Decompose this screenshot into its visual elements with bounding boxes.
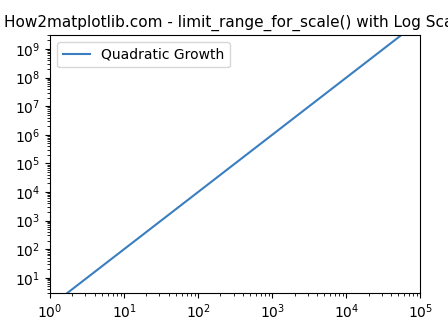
Quadratic Growth <box>417 19 422 23</box>
Legend: Quadratic Growth: Quadratic Growth <box>57 42 230 68</box>
Quadratic Growth <box>394 37 399 41</box>
Line: Quadratic Growth: Quadratic Growth <box>50 20 420 306</box>
Quadratic Growth <box>47 304 53 308</box>
Quadratic Growth <box>394 37 400 41</box>
Title: How2matplotlib.com - limit_range_for_scale() with Log Scale: How2matplotlib.com - limit_range_for_sca… <box>4 15 448 31</box>
Quadratic Growth <box>418 18 423 23</box>
Quadratic Growth <box>398 34 403 38</box>
Quadratic Growth <box>401 31 406 35</box>
Quadratic Growth <box>411 23 417 27</box>
